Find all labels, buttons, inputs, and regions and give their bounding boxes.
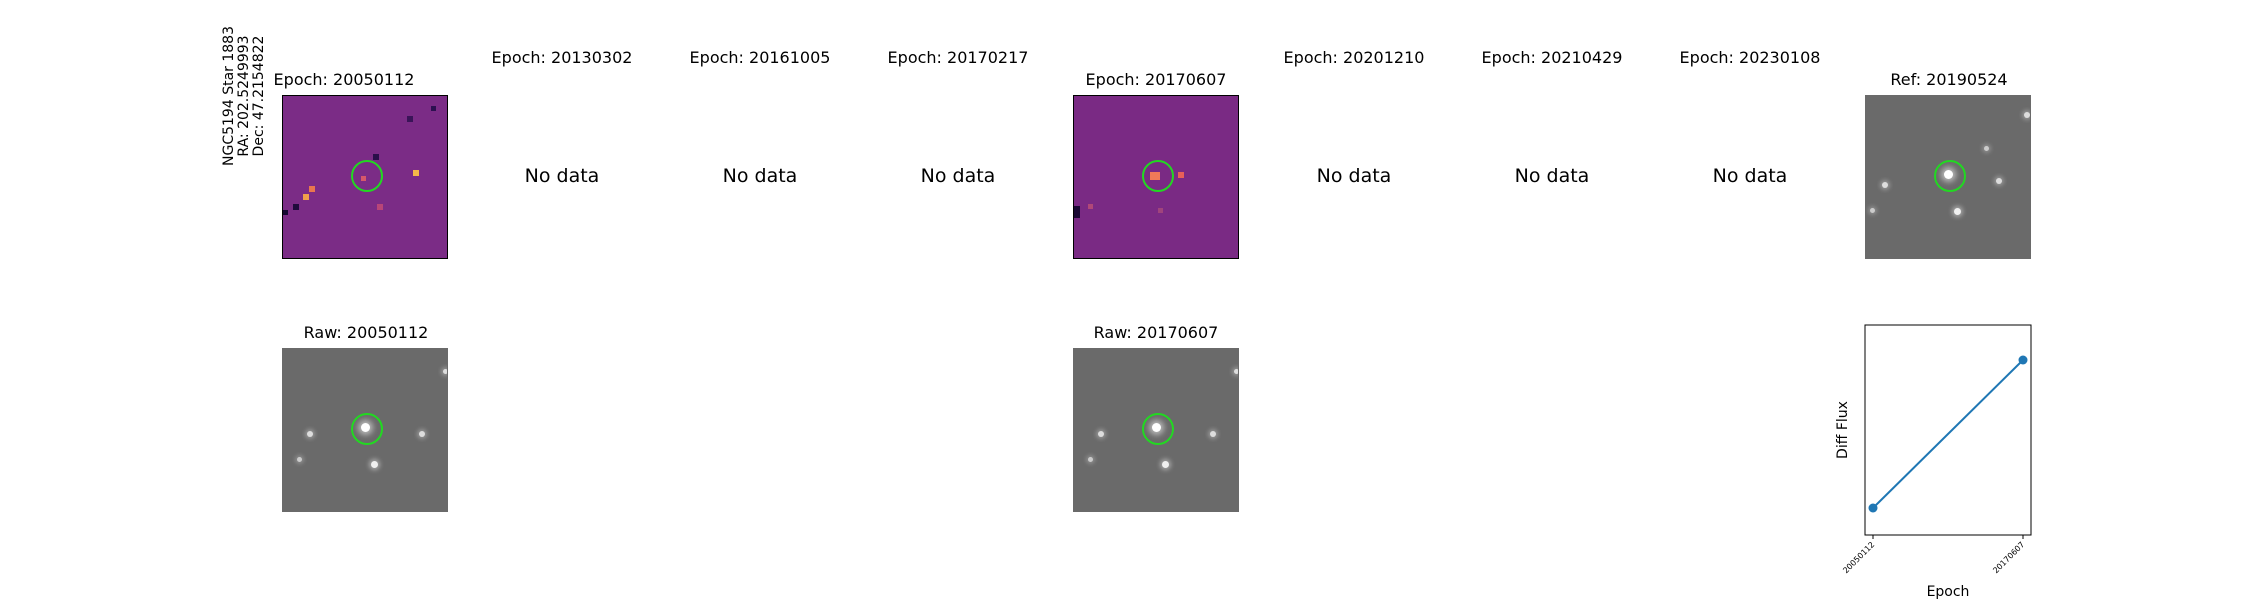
image-pixel (431, 106, 436, 111)
image-star (1882, 182, 1888, 188)
image-star (1098, 431, 1104, 437)
epoch-title: Epoch: 20170217 (887, 48, 1029, 67)
image-pixel (1088, 204, 1093, 209)
raw-title: Raw: 20170607 (1093, 323, 1219, 342)
reference-image (1865, 95, 2031, 259)
image-star (443, 369, 447, 374)
image-pixel (293, 204, 299, 210)
no-data-message: No data (1316, 165, 1392, 187)
image-pixel (413, 170, 419, 176)
image-star (1234, 369, 1238, 374)
difference-image (282, 95, 448, 259)
plot-frame (1864, 324, 2032, 536)
target-circle (1142, 160, 1174, 192)
no-data-message: No data (722, 165, 798, 187)
epoch-title: Epoch: 20201210 (1283, 48, 1425, 67)
x-tick-label: 20170607 (1991, 540, 2026, 575)
image-pixel (283, 210, 288, 215)
no-data-message: No data (1712, 165, 1788, 187)
target-circle (1142, 413, 1174, 445)
object-name: NGC5194 Star 1883 (221, 26, 237, 166)
image-pixel (373, 154, 379, 160)
light-curve-chart: 20050112 20170607 Diff Flux Epoch (1835, 324, 2032, 600)
image-star (1162, 461, 1169, 468)
image-pixel (309, 186, 315, 192)
object-dec: Dec: 47.2154822 (251, 35, 267, 157)
image-pixel (407, 116, 413, 122)
raw-title: Raw: 20050112 (303, 323, 429, 342)
series-line (1872, 359, 2024, 509)
epoch-title: Epoch: 20161005 (689, 48, 831, 67)
image-star (2024, 112, 2030, 118)
image-pixel (1178, 172, 1184, 178)
image-star (371, 461, 378, 468)
image-star (1984, 146, 1989, 151)
data-point (1868, 503, 1878, 513)
image-pixel (303, 194, 309, 200)
no-data-message: No data (920, 165, 996, 187)
target-circle (351, 160, 383, 192)
epoch-title: Epoch: 20230108 (1679, 48, 1821, 67)
image-star (297, 457, 302, 462)
no-data-message: No data (1514, 165, 1590, 187)
image-star (419, 431, 425, 437)
epoch-title: Epoch: 20050112 (273, 70, 415, 89)
y-axis-label: Diff Flux (1835, 401, 1851, 459)
x-axis-label: Epoch (1927, 584, 1970, 600)
image-pixel (1158, 208, 1163, 213)
data-point (2018, 355, 2028, 365)
x-tick-label: 20050112 (1841, 540, 1876, 575)
image-star (307, 431, 313, 437)
image-star (1870, 208, 1875, 213)
raw-image (282, 348, 448, 512)
no-data-message: No data (524, 165, 600, 187)
image-star (1210, 431, 1216, 437)
epoch-title: Epoch: 20130302 (491, 48, 633, 67)
difference-image (1073, 95, 1239, 259)
reference-title: Ref: 20190524 (1890, 70, 2008, 89)
image-pixel (1074, 206, 1080, 218)
image-star (1996, 178, 2002, 184)
object-ra: RA: 202.5249993 (236, 35, 252, 157)
object-label: NGC5194 Star 1883 RA: 202.5249993 Dec: 4… (221, 16, 267, 176)
target-circle (351, 413, 383, 445)
image-pixel (377, 204, 383, 210)
epoch-title: Epoch: 20210429 (1481, 48, 1623, 67)
raw-image (1073, 348, 1239, 512)
image-star (1088, 457, 1093, 462)
target-circle (1934, 160, 1966, 192)
epoch-title: Epoch: 20170607 (1085, 70, 1227, 89)
image-star (1954, 208, 1961, 215)
